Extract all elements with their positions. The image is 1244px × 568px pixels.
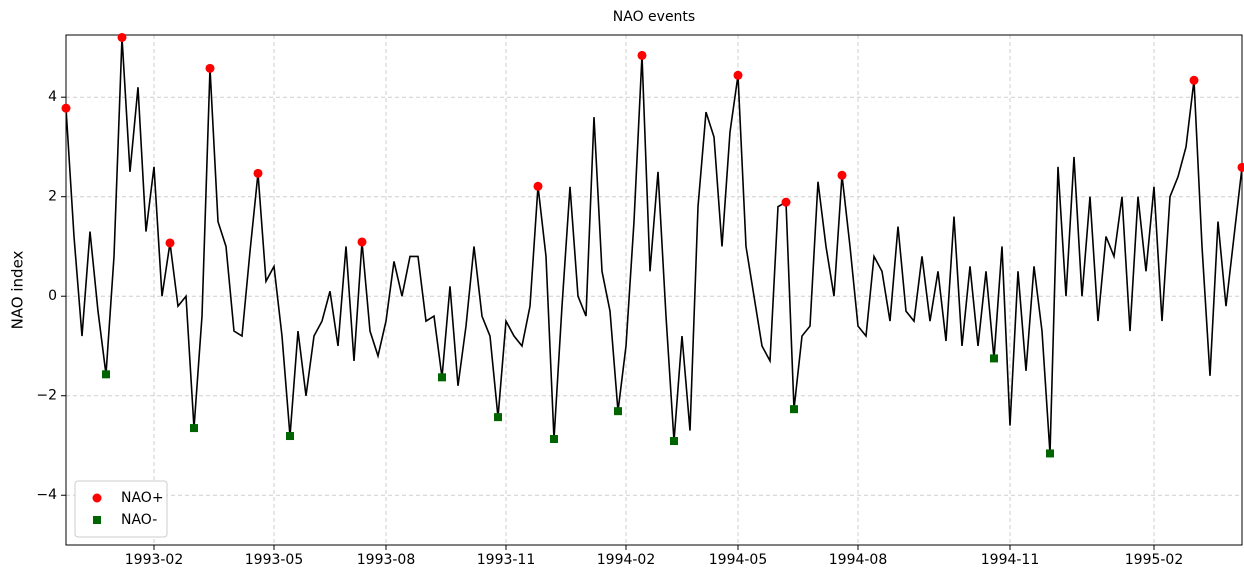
x-tick-label: 1993-08 [357,552,416,568]
event-marker [670,437,678,446]
event-marker [533,181,543,191]
y-tick-label: 4 [48,89,57,105]
x-tick-label: 1994-05 [709,552,768,568]
event-marker [1189,75,1199,85]
event-marker [990,354,998,363]
event-marker [117,32,127,42]
event-marker [165,238,175,248]
event-marker [837,170,847,180]
x-tick-label: 1994-02 [597,552,656,568]
event-marker [550,435,558,444]
y-tick-label: 2 [48,189,57,205]
y-tick-label: −4 [36,487,57,503]
event-marker [205,63,215,73]
y-tick-label: 0 [48,288,57,304]
event-marker [190,424,198,433]
event-marker [781,197,791,207]
x-tick-label: 1993-02 [125,552,184,568]
event-marker [61,103,71,113]
event-marker [637,50,647,60]
event-marker [438,373,446,382]
event-marker [494,413,502,422]
event-marker [790,405,798,414]
x-tick-label: 1995-02 [1125,552,1184,568]
event-marker [102,370,110,379]
x-tick-label: 1994-11 [981,552,1040,568]
data-line [65,37,1243,454]
event-marker [1237,162,1244,172]
legend-label: NAO+ [121,490,164,506]
event-marker [733,70,743,80]
plot-frame [65,34,1243,546]
chart-title: NAO events [613,9,695,25]
legend-marker [93,516,101,524]
event-marker [1046,449,1054,458]
y-tick-label: −2 [36,388,57,404]
event-marker [286,432,294,441]
legend-label: NAO- [121,512,157,528]
event-marker [614,407,622,416]
x-tick-label: 1994-08 [829,552,888,568]
x-tick-label: 1993-11 [477,552,536,568]
event-marker [253,168,263,178]
x-tick-label: 1993-05 [245,552,304,568]
y-axis-label: NAO index [9,250,27,329]
event-marker [357,237,367,247]
legend-marker [92,493,102,503]
